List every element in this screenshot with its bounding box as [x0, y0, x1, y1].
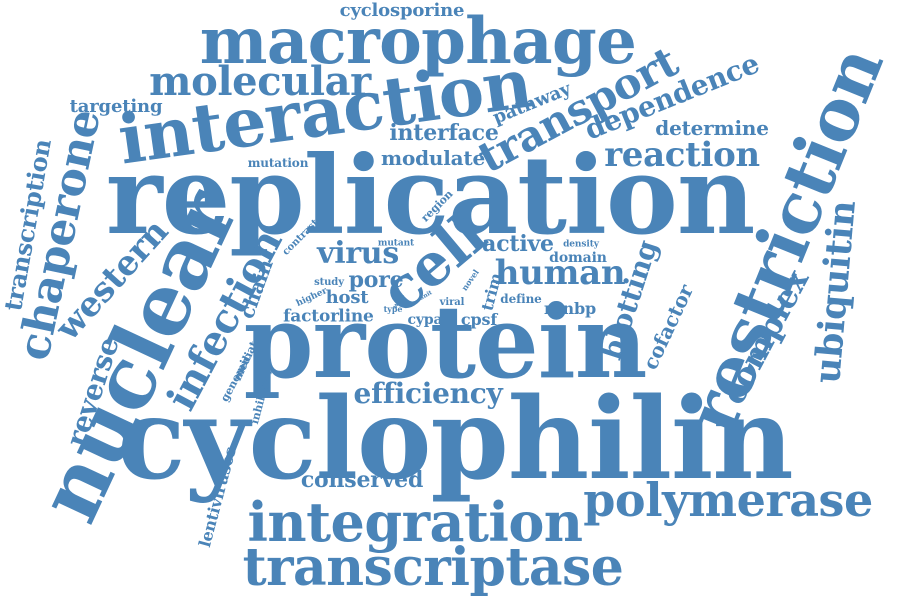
word-line: line — [338, 306, 374, 327]
word-host: host — [325, 287, 369, 308]
word-mutation: mutation — [247, 156, 309, 170]
word-cypa: cypa — [407, 312, 443, 328]
word-polymerase: polymerase — [583, 473, 873, 527]
word-cpsf: cpsf — [460, 310, 498, 329]
word-efficiency: efficiency — [353, 377, 503, 410]
word-cyclosporine: cyclosporine — [339, 0, 465, 21]
word-integration: integration — [247, 490, 583, 554]
word-molecular: molecular — [149, 58, 371, 105]
word-modulate: modulate — [381, 146, 485, 170]
word-determine: determine — [655, 116, 769, 140]
word-macrophage: macrophage — [199, 4, 637, 79]
word-define: define — [500, 292, 542, 306]
word-pore: pore — [348, 267, 404, 293]
word-conserved: conserved — [300, 467, 424, 493]
word-study: study — [314, 277, 344, 288]
word-replication: replication — [105, 133, 756, 259]
word-ranbp: ranbp — [543, 299, 597, 318]
word-targeting: targeting — [69, 96, 163, 117]
word-human: human — [494, 253, 626, 293]
word-reaction: reaction — [604, 135, 760, 175]
word-domain: domain — [549, 250, 607, 266]
word-active: active — [482, 231, 554, 257]
word-protein: protein — [243, 283, 648, 401]
word-cyclophilin: cyclophilin — [117, 374, 793, 505]
word-virus: virus — [317, 236, 399, 271]
word-factor: factor — [283, 306, 339, 327]
word-density: density — [563, 239, 599, 250]
word-interface: interface — [389, 120, 499, 146]
word-transcriptase: transcriptase — [242, 537, 624, 598]
word-viral: viral — [439, 297, 465, 308]
word-mutant: mutant — [377, 238, 415, 249]
word-type: type — [383, 304, 403, 314]
